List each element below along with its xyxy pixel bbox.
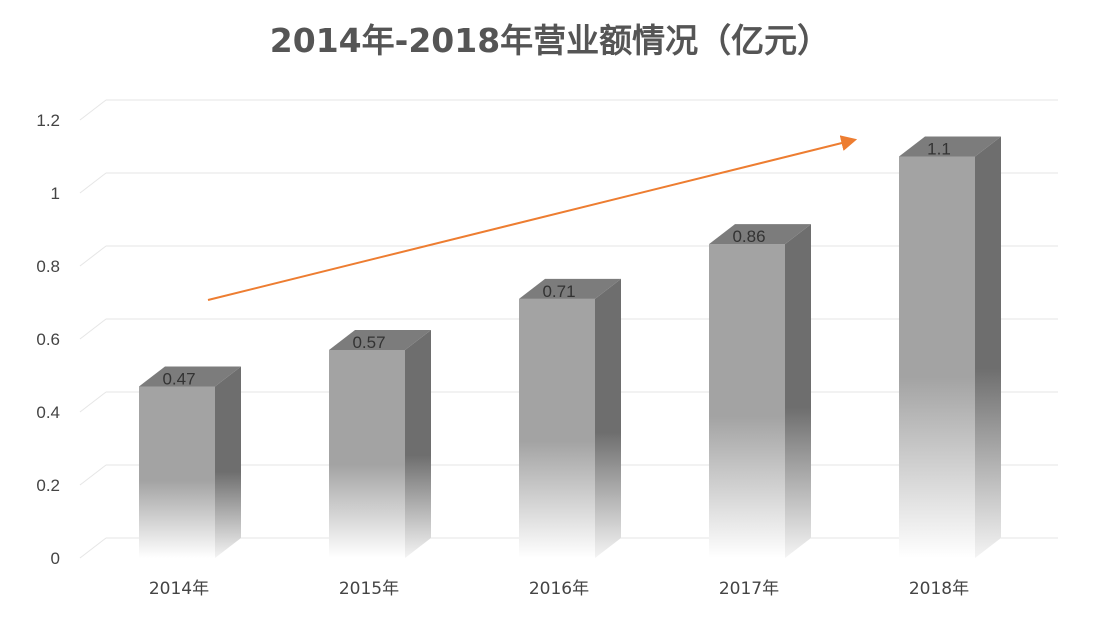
bar-front (139, 386, 215, 558)
x-tick-label: 2014年 (149, 579, 209, 599)
trend-arrow (207, 135, 858, 301)
bar (139, 366, 241, 558)
y-tick-label: 0.6 (36, 330, 60, 349)
chart-title: 2014年-2018年营业额情况（亿元） (270, 21, 830, 60)
bar-front (329, 349, 405, 558)
bar-top (899, 136, 1001, 157)
data-label: 0.47 (162, 369, 195, 388)
gridline-depth (79, 391, 107, 413)
x-tick-label: 2015年 (339, 579, 399, 599)
bars (139, 136, 1001, 558)
bar-side (975, 136, 1001, 558)
bar-front (519, 298, 595, 558)
y-tick-label: 0.8 (36, 257, 60, 276)
x-tick-label: 2017年 (719, 579, 779, 599)
y-tick-label: 0.4 (36, 403, 60, 422)
data-label: 1.1 (927, 140, 951, 159)
bar (709, 224, 811, 558)
gridline-depth (79, 464, 107, 486)
data-labels: 0.47 0.57 0.71 0.86 1.1 (162, 140, 950, 389)
data-label: 0.57 (352, 333, 385, 352)
bar-top (519, 278, 621, 299)
annotations (207, 135, 858, 301)
y-tick-label: 1.2 (36, 111, 60, 130)
bar-front (899, 156, 975, 558)
y-tick-label: 0 (51, 549, 60, 568)
x-axis-ticks: 2014年 2015年 2016年 2017年 2018年 (149, 579, 969, 599)
gridline-depth (79, 537, 107, 559)
y-tick-label: 1 (51, 184, 60, 203)
gridline-depth (79, 99, 107, 121)
bar (519, 278, 621, 558)
bar-side (405, 329, 431, 558)
bar-top (139, 366, 241, 387)
y-tick-label: 0.2 (36, 476, 60, 495)
gridline-depth (79, 172, 107, 194)
bar (329, 329, 431, 558)
bar-side (595, 278, 621, 558)
bar-side (215, 366, 241, 558)
x-tick-label: 2016年 (529, 579, 589, 599)
data-label: 0.86 (732, 227, 765, 246)
gridline-depth (79, 318, 107, 340)
gridline-depth (79, 245, 107, 267)
bar-top (709, 224, 811, 245)
bar (899, 136, 1001, 558)
bar-front (709, 244, 785, 558)
x-tick-label: 2018年 (909, 579, 969, 599)
data-label: 0.71 (542, 282, 575, 301)
bar-side (785, 224, 811, 558)
bar-top (329, 329, 431, 350)
y-axis-ticks: 0 0.2 0.4 0.6 0.8 1 1.2 (36, 111, 60, 568)
